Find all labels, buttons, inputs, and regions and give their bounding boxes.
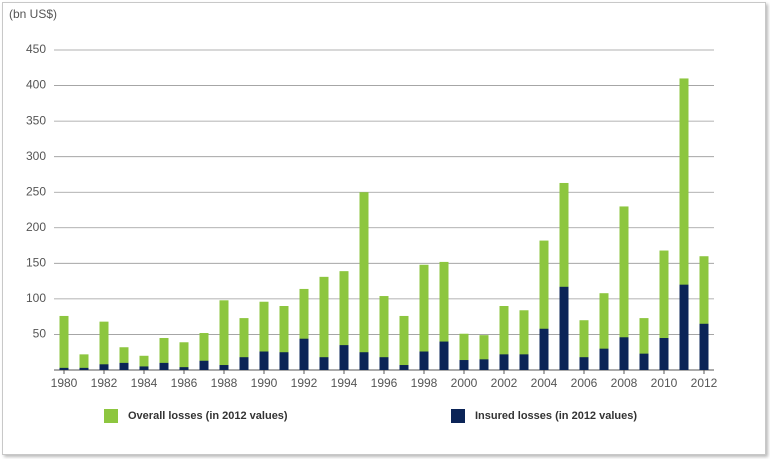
chart: (bn US$) 50 100 150 200 250 300 350 400 450 1980 1… — [9, 7, 718, 423]
bar — [539, 240, 549, 370]
bar — [419, 351, 429, 370]
bar — [239, 357, 249, 370]
bar — [319, 357, 329, 370]
x-tick-label: 1984 — [131, 376, 158, 390]
bar — [159, 338, 169, 370]
bar — [219, 365, 229, 370]
bar — [139, 355, 149, 370]
y-tick-label: 200 — [26, 220, 46, 234]
bar — [379, 296, 389, 370]
bar — [519, 310, 529, 370]
bar — [319, 276, 329, 370]
legend-label: Overall losses (in 2012 values) — [128, 410, 288, 422]
x-tick-label: 1980 — [51, 376, 78, 390]
bar — [439, 261, 449, 370]
bar — [259, 351, 269, 370]
bar — [559, 182, 569, 370]
bar — [519, 354, 529, 370]
bar — [179, 367, 189, 370]
bar — [299, 338, 309, 370]
legend-swatch — [451, 409, 465, 423]
bar — [359, 192, 369, 370]
y-tick-label: 150 — [26, 256, 46, 270]
bar — [359, 352, 369, 370]
bar — [579, 357, 589, 370]
y-tick-label: 400 — [26, 78, 46, 92]
bar — [199, 360, 209, 370]
bar — [659, 338, 669, 370]
bar — [439, 341, 449, 370]
bar — [59, 367, 69, 370]
bar — [639, 353, 649, 370]
x-tick-label: 1996 — [371, 376, 398, 390]
bar — [699, 323, 709, 370]
bar — [679, 284, 689, 370]
legend-label: Insured losses (in 2012 values) — [475, 410, 637, 422]
x-tick-label: 1986 — [171, 376, 198, 390]
y-tick-label: 250 — [26, 184, 46, 198]
y-axis-label: (bn US$) — [9, 7, 57, 21]
bar — [179, 342, 189, 370]
x-tick-label: 2004 — [531, 376, 558, 390]
bar — [659, 250, 669, 370]
x-tick-label: 1994 — [331, 376, 358, 390]
bar — [379, 357, 389, 370]
bar — [239, 318, 249, 370]
bar — [139, 366, 149, 370]
bar — [479, 335, 489, 370]
bar — [699, 256, 709, 370]
x-tick-label: 2000 — [451, 376, 478, 390]
bar — [119, 362, 129, 370]
bar — [219, 300, 229, 370]
bar — [79, 367, 89, 370]
y-tick-label: 50 — [33, 327, 47, 341]
bar — [399, 365, 409, 370]
y-tick-label: 450 — [26, 42, 46, 56]
bar — [339, 271, 349, 370]
x-tick-label: 1990 — [251, 376, 278, 390]
bar — [279, 352, 289, 370]
bar — [299, 288, 309, 370]
y-tick-label: 100 — [26, 291, 46, 305]
bar — [559, 286, 569, 370]
bar — [479, 359, 489, 370]
bar — [499, 354, 509, 370]
bar — [599, 293, 609, 370]
bar — [339, 345, 349, 370]
x-tick-label: 2010 — [651, 376, 678, 390]
bar — [99, 321, 109, 370]
bar — [199, 333, 209, 370]
legend-swatch — [104, 409, 118, 423]
x-tick-label: 1982 — [91, 376, 118, 390]
bar — [259, 301, 269, 370]
bar — [419, 264, 429, 370]
x-tick-label: 1998 — [411, 376, 438, 390]
bar — [399, 315, 409, 370]
bar — [639, 318, 649, 370]
chart-frame: (bn US$) 50 100 150 200 250 300 350 400 450 1980 1… — [2, 2, 766, 455]
x-tick-label: 2006 — [571, 376, 598, 390]
bar — [619, 337, 629, 370]
x-tick-label: 2012 — [691, 376, 718, 390]
bar — [79, 354, 89, 370]
bar — [459, 333, 469, 370]
bar — [579, 320, 589, 370]
bar — [119, 347, 129, 370]
bar — [459, 360, 469, 370]
bar — [59, 315, 69, 370]
x-tick-label: 2008 — [611, 376, 638, 390]
bar — [619, 206, 629, 370]
bar — [159, 362, 169, 370]
y-tick-label: 300 — [26, 149, 46, 163]
bar — [679, 78, 689, 370]
bar — [99, 364, 109, 370]
x-tick-label: 1992 — [291, 376, 318, 390]
x-tick-label: 1988 — [211, 376, 238, 390]
bar — [599, 348, 609, 370]
bar — [539, 328, 549, 370]
y-tick-label: 350 — [26, 113, 46, 127]
x-tick-label: 2002 — [491, 376, 518, 390]
bar — [279, 306, 289, 370]
bar — [499, 306, 509, 370]
